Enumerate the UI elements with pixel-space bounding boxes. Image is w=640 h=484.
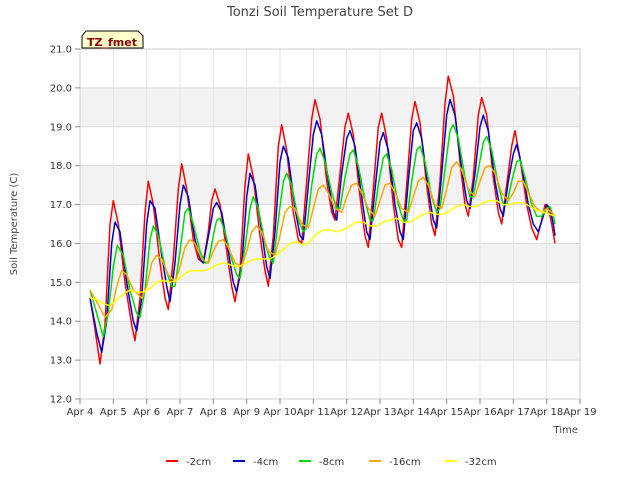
y-axis-label: Soil Temperature (C) xyxy=(9,173,20,276)
plot-area xyxy=(79,48,581,400)
series-line-2cmcm xyxy=(89,75,556,365)
x-tick-label: Apr 18 xyxy=(530,407,563,418)
series-line-4cmcm xyxy=(89,98,556,354)
x-tick-label: Apr 5 xyxy=(100,407,127,418)
x-tick-label: Apr 7 xyxy=(167,407,194,418)
y-tick-label: 17.0 xyxy=(50,200,72,211)
legend-label: -4cm xyxy=(253,457,278,468)
legend-label: -16cm xyxy=(389,457,421,468)
grid-band xyxy=(80,321,580,361)
y-tick-label: 18.0 xyxy=(50,161,72,172)
grid-band xyxy=(80,243,580,283)
x-tick-label: Apr 12 xyxy=(330,407,363,418)
y-tick-label: 13.0 xyxy=(50,356,72,367)
y-tick-label: 19.0 xyxy=(50,122,72,133)
y-tick-label: 16.0 xyxy=(50,239,72,250)
y-tick-label: 12.0 xyxy=(50,395,72,406)
series-line-32cmcm xyxy=(89,199,556,307)
legend-label: -32cm xyxy=(465,457,497,468)
legend: -2cm -4cm -8cm -16cm -32cm xyxy=(166,457,497,468)
y-tick-label: 14.0 xyxy=(50,317,72,328)
annotation-text: TZ_fmet xyxy=(87,36,137,49)
x-axis-label: Time xyxy=(553,425,578,436)
x-tick-label: Apr 14 xyxy=(397,407,430,418)
legend-label: -2cm xyxy=(186,457,211,468)
x-tick-label: Apr 16 xyxy=(463,407,496,418)
x-tick-label: Apr 17 xyxy=(497,407,530,418)
y-tick-label: 21.0 xyxy=(50,45,72,56)
x-tick-label: Apr 15 xyxy=(430,407,463,418)
x-tick-label: Apr 6 xyxy=(133,407,160,418)
chart-title: Tonzi Soil Temperature Set D xyxy=(226,5,413,20)
x-tick-label: Apr 11 xyxy=(297,407,330,418)
annotation-badge: TZ_fmet xyxy=(81,30,144,49)
x-tick-label: Apr 10 xyxy=(263,407,296,418)
y-tick-label: 20.0 xyxy=(50,83,72,94)
x-tick-label: Apr 9 xyxy=(233,407,260,418)
y-tick-label: 15.0 xyxy=(50,278,72,289)
x-tick-label: Apr 13 xyxy=(363,407,396,418)
legend-label: -8cm xyxy=(319,457,344,468)
x-tick-label: Apr 4 xyxy=(67,407,94,418)
x-tick-label: Apr 8 xyxy=(200,407,227,418)
x-tick-label: Apr 19 xyxy=(563,407,596,418)
grid-band xyxy=(80,87,580,127)
